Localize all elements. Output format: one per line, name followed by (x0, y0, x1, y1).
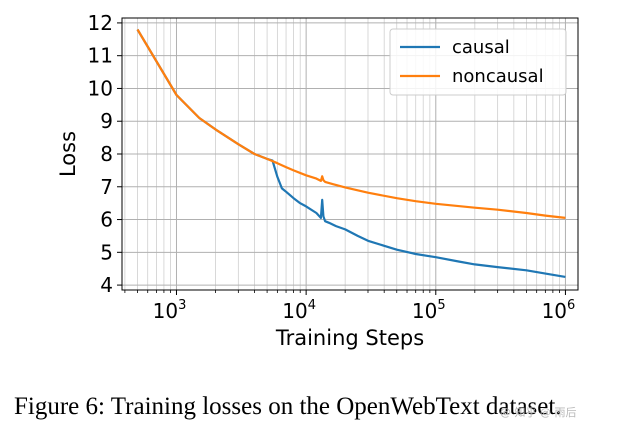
x-tick-label: 103 (153, 298, 187, 323)
legend-label-causal: causal (452, 37, 510, 58)
legend-label-noncausal: noncausal (452, 66, 544, 87)
x-tick-label: 104 (282, 298, 316, 323)
series-lines (136, 28, 566, 278)
watermark: @ 知乎 @ 雨后 (500, 406, 577, 419)
y-tick-label: 12 (88, 11, 113, 35)
y-tick-label: 9 (100, 109, 113, 133)
y-tick-label: 6 (100, 208, 113, 232)
y-tick-label: 5 (100, 240, 113, 264)
y-tick-label: 8 (100, 142, 113, 166)
figure-caption: Figure 6: Training losses on the OpenWeb… (14, 393, 562, 420)
x-tick-label: 106 (542, 298, 576, 323)
legend: causal noncausal (389, 28, 567, 96)
x-axis-ticks: 103 104 105 106 (124, 290, 576, 323)
x-axis-label: Training Steps (275, 326, 424, 350)
y-axis-ticks: 4 5 6 7 8 9 10 11 12 (88, 11, 122, 297)
y-tick-label: 7 (100, 175, 113, 199)
y-tick-label: 11 (88, 44, 113, 68)
legend-box (389, 28, 567, 96)
loss-chart: 4 5 6 7 8 9 10 11 12 103 104 105 106 Training Steps… (56, 11, 579, 350)
series-line-noncausal (136, 28, 566, 219)
y-tick-label: 10 (88, 76, 113, 100)
y-tick-label: 4 (100, 273, 113, 297)
y-axis-label: Loss (56, 131, 80, 177)
x-tick-label: 105 (412, 298, 446, 323)
